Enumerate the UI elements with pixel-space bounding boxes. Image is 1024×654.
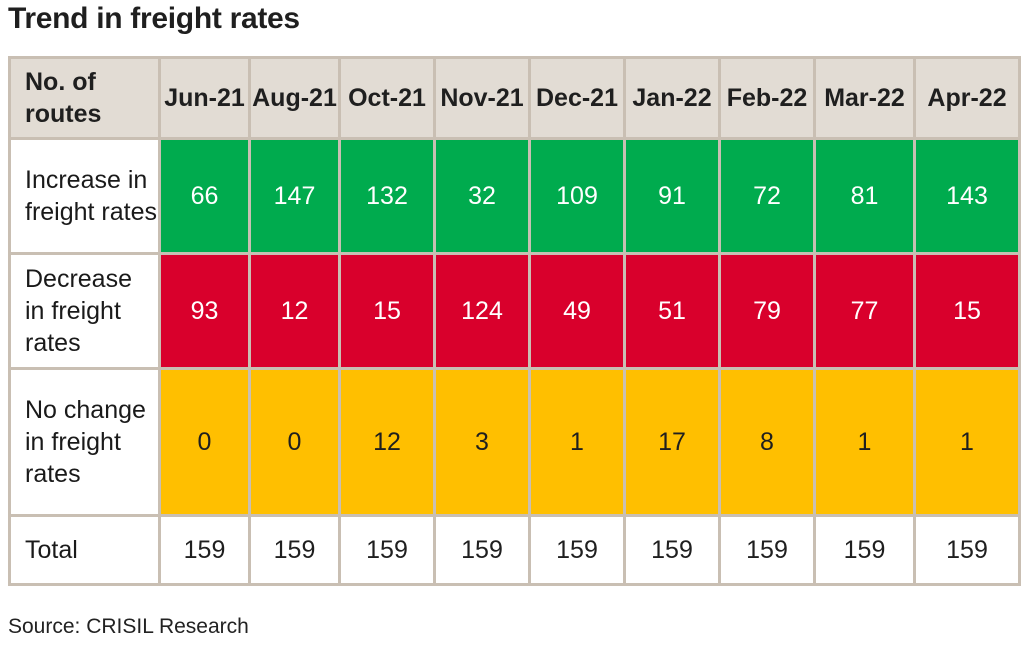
header-cell-month: Aug-21 (248, 56, 341, 140)
header-row: No. of routes Jun-21 Aug-21 Oct-21 Nov-2… (8, 56, 1021, 140)
value-cell: 12 (248, 252, 341, 370)
value-cell: 143 (913, 137, 1021, 255)
value-cell: 66 (158, 137, 251, 255)
header-cell-month: Mar-22 (813, 56, 916, 140)
header-cell-month: Nov-21 (433, 56, 531, 140)
value-cell: 1 (528, 367, 626, 517)
value-cell: 159 (248, 514, 341, 586)
header-cell-month: Jun-21 (158, 56, 251, 140)
row-no-change: No change in freight rates 0 0 12 3 1 17… (8, 367, 1021, 517)
value-cell: 12 (338, 367, 436, 517)
value-cell: 159 (338, 514, 436, 586)
header-cell-month: Feb-22 (718, 56, 816, 140)
value-cell: 0 (248, 367, 341, 517)
value-cell: 79 (718, 252, 816, 370)
value-cell: 147 (248, 137, 341, 255)
value-cell: 1 (913, 367, 1021, 517)
header-cell-month: Apr-22 (913, 56, 1021, 140)
value-cell: 15 (338, 252, 436, 370)
value-cell: 132 (338, 137, 436, 255)
chart-title: Trend in freight rates (8, 2, 300, 35)
row-increase: Increase in freight rates 66 147 132 32 … (8, 137, 1021, 255)
value-cell: 109 (528, 137, 626, 255)
value-cell: 93 (158, 252, 251, 370)
value-cell: 1 (813, 367, 916, 517)
value-cell: 159 (433, 514, 531, 586)
value-cell: 91 (623, 137, 721, 255)
value-cell: 159 (913, 514, 1021, 586)
value-cell: 77 (813, 252, 916, 370)
value-cell: 8 (718, 367, 816, 517)
value-cell: 51 (623, 252, 721, 370)
value-cell: 49 (528, 252, 626, 370)
row-total: Total 159 159 159 159 159 159 159 159 15… (8, 514, 1021, 586)
value-cell: 124 (433, 252, 531, 370)
value-cell: 159 (623, 514, 721, 586)
row-label-total: Total (8, 514, 161, 586)
row-decrease: Decrease in freight rates 93 12 15 124 4… (8, 252, 1021, 370)
value-cell: 0 (158, 367, 251, 517)
source-note: Source: CRISIL Research (8, 615, 249, 638)
header-cell-month: Dec-21 (528, 56, 626, 140)
row-label-decrease: Decrease in freight rates (8, 252, 161, 370)
value-cell: 17 (623, 367, 721, 517)
value-cell: 32 (433, 137, 531, 255)
row-label-no-change: No change in freight rates (8, 367, 161, 517)
value-cell: 159 (718, 514, 816, 586)
row-label-increase: Increase in freight rates (8, 137, 161, 255)
header-cell-label: No. of routes (8, 56, 161, 140)
value-cell: 81 (813, 137, 916, 255)
freight-rates-table: No. of routes Jun-21 Aug-21 Oct-21 Nov-2… (8, 56, 1021, 586)
header-cell-month: Jan-22 (623, 56, 721, 140)
value-cell: 3 (433, 367, 531, 517)
value-cell: 159 (813, 514, 916, 586)
value-cell: 159 (528, 514, 626, 586)
value-cell: 159 (158, 514, 251, 586)
value-cell: 15 (913, 252, 1021, 370)
value-cell: 72 (718, 137, 816, 255)
header-cell-month: Oct-21 (338, 56, 436, 140)
